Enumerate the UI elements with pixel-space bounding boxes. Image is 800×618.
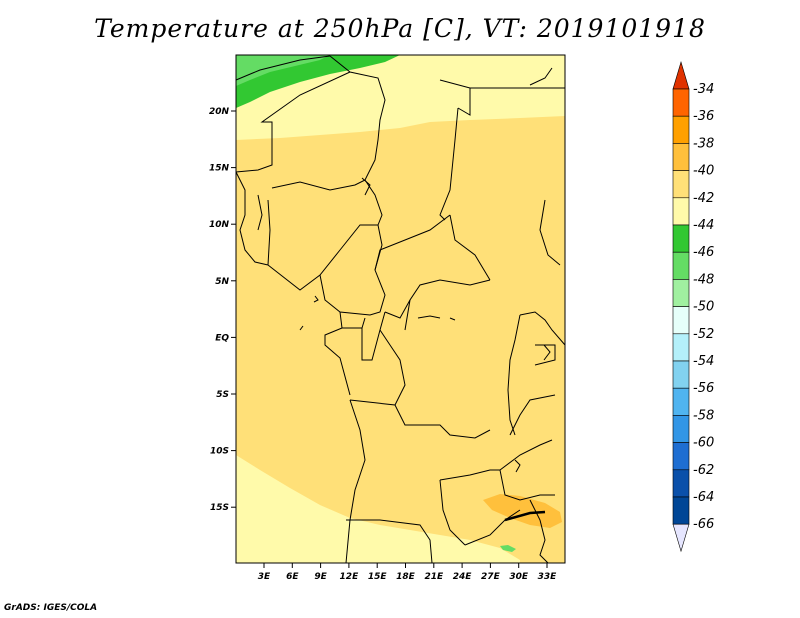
colorbar-label: -62 — [693, 463, 714, 478]
colorbar-top-arrow — [672, 60, 690, 90]
colorbar-segment — [672, 496, 690, 525]
temperature-band-minus-42-south — [236, 455, 520, 563]
colorbar-segment — [672, 387, 690, 416]
colorbar-label: -48 — [693, 272, 714, 287]
longitude-axis: 3E 6E 9E 12E 15E 18E 21E 24E 27E 30E 33E — [258, 563, 557, 582]
colorbar-label: -60 — [693, 436, 714, 451]
map-area — [235, 54, 566, 564]
lat-tick-label: 15N — [209, 164, 230, 174]
colorbar-label: -66 — [693, 517, 714, 532]
temperature-band-minus-46 — [236, 55, 330, 86]
lon-tick-label: 12E — [340, 572, 360, 582]
colorbar-label: -46 — [693, 245, 714, 260]
lon-tick-label: 30E — [509, 572, 529, 582]
colorbar: -34 -36 -38 -40 -42 -44 -46 -48 -50 -52 -54 -56 -58 -… — [672, 60, 714, 553]
colorbar-segment — [672, 469, 690, 498]
lon-tick-label: 15E — [368, 572, 388, 582]
colorbar-label: -58 — [693, 408, 714, 423]
lat-tick-label: 10S — [210, 447, 229, 457]
colorbar-segment — [672, 442, 690, 471]
colorbar-label: -40 — [693, 164, 714, 179]
colorbar-segment — [672, 360, 690, 389]
colorbar-segment — [672, 88, 690, 117]
colorbar-bottom-arrow — [672, 523, 690, 553]
colorbar-label: -50 — [693, 300, 714, 315]
colorbar-label: -44 — [693, 218, 714, 233]
latitude-axis: 20N 15N 10N 5N EQ 5S 10S 15S — [209, 107, 236, 513]
colorbar-segment — [672, 251, 690, 280]
colorbar-label: -36 — [693, 109, 714, 124]
colorbar-label: -34 — [693, 82, 714, 97]
colorbar-label: -56 — [693, 381, 714, 396]
country-borders — [235, 55, 566, 564]
lat-tick-label: 15S — [210, 503, 229, 513]
colorbar-segment — [672, 143, 690, 171]
lon-tick-label: 24E — [453, 572, 473, 582]
lat-tick-label: EQ — [215, 333, 229, 343]
grads-credit: GrADS: IGES/COLA — [4, 603, 98, 613]
lon-tick-label: 3E — [258, 572, 271, 582]
colorbar-label: -38 — [693, 136, 714, 151]
colorbar-segment — [672, 306, 690, 335]
colorbar-label: -52 — [693, 327, 714, 342]
colorbar-segment — [672, 197, 690, 226]
lon-tick-label: 6E — [286, 572, 299, 582]
temperature-band-minus-38 — [483, 494, 562, 528]
lat-tick-label: 5N — [215, 277, 229, 287]
colorbar-segment — [672, 170, 690, 199]
colorbar-segment — [672, 333, 690, 362]
lat-tick-label: 10N — [209, 220, 230, 230]
colorbar-segment — [672, 279, 690, 307]
lon-tick-label: 33E — [538, 572, 558, 582]
colorbar-segment — [672, 415, 690, 443]
colorbar-label: -54 — [693, 354, 714, 369]
lat-tick-label: 20N — [209, 107, 230, 117]
lon-tick-label: 21E — [424, 572, 444, 582]
lon-tick-label: 18E — [396, 572, 416, 582]
colorbar-segment — [672, 224, 690, 253]
colorbar-label: -64 — [693, 490, 714, 505]
colorbar-segment — [672, 115, 690, 144]
colorbar-label: -42 — [693, 191, 714, 206]
lon-tick-label: 9E — [314, 572, 327, 582]
temperature-fill-base — [236, 55, 565, 563]
temperature-spot-minus-44 — [500, 545, 516, 552]
chart-title: Temperature at 250hPa [C], VT: 201910191… — [94, 14, 706, 43]
lat-tick-label: 5S — [216, 390, 229, 400]
map-frame — [235, 54, 566, 564]
lon-tick-label: 27E — [481, 572, 501, 582]
